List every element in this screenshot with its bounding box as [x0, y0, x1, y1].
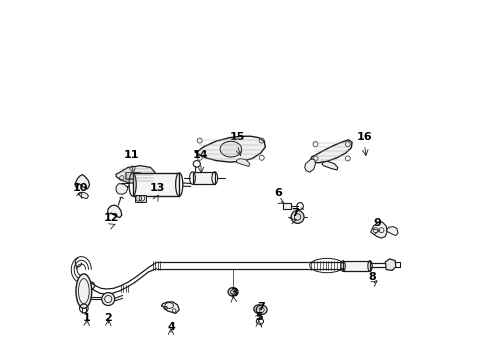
Polygon shape [304, 159, 315, 172]
Text: 8: 8 [367, 272, 375, 282]
Ellipse shape [253, 305, 264, 314]
Polygon shape [195, 136, 265, 162]
Polygon shape [310, 140, 351, 163]
Bar [132, 173, 179, 196]
Ellipse shape [290, 211, 304, 224]
Polygon shape [116, 166, 155, 184]
Polygon shape [370, 221, 386, 238]
Text: 15: 15 [229, 132, 244, 142]
Bar [135, 195, 145, 202]
Text: 13: 13 [150, 183, 165, 193]
Text: 9: 9 [372, 219, 380, 228]
Text: 3: 3 [229, 288, 237, 298]
Ellipse shape [76, 274, 92, 309]
Text: 12: 12 [104, 213, 120, 223]
Text: 1: 1 [82, 314, 90, 323]
Polygon shape [75, 175, 89, 189]
Text: 11: 11 [123, 150, 139, 160]
Bar [126, 172, 139, 178]
Text: 4: 4 [167, 323, 175, 332]
Text: 6: 6 [274, 188, 282, 198]
Ellipse shape [227, 288, 238, 296]
Ellipse shape [256, 305, 266, 315]
Text: 7: 7 [256, 302, 264, 312]
Polygon shape [385, 259, 395, 270]
Polygon shape [78, 192, 88, 199]
Circle shape [102, 293, 115, 306]
Text: 2: 2 [104, 314, 112, 323]
Polygon shape [107, 205, 122, 218]
Ellipse shape [220, 141, 241, 157]
Text: 16: 16 [356, 132, 372, 142]
Polygon shape [386, 226, 397, 235]
Polygon shape [236, 158, 249, 166]
Bar [343, 261, 369, 271]
Polygon shape [161, 302, 179, 314]
Text: 7: 7 [290, 208, 298, 218]
Text: 10: 10 [72, 183, 88, 193]
Bar [283, 203, 290, 210]
Polygon shape [116, 184, 128, 194]
Bar [192, 172, 214, 184]
Polygon shape [321, 161, 337, 170]
Bar [125, 172, 140, 179]
Text: 5: 5 [255, 312, 262, 321]
Text: 14: 14 [193, 150, 208, 160]
